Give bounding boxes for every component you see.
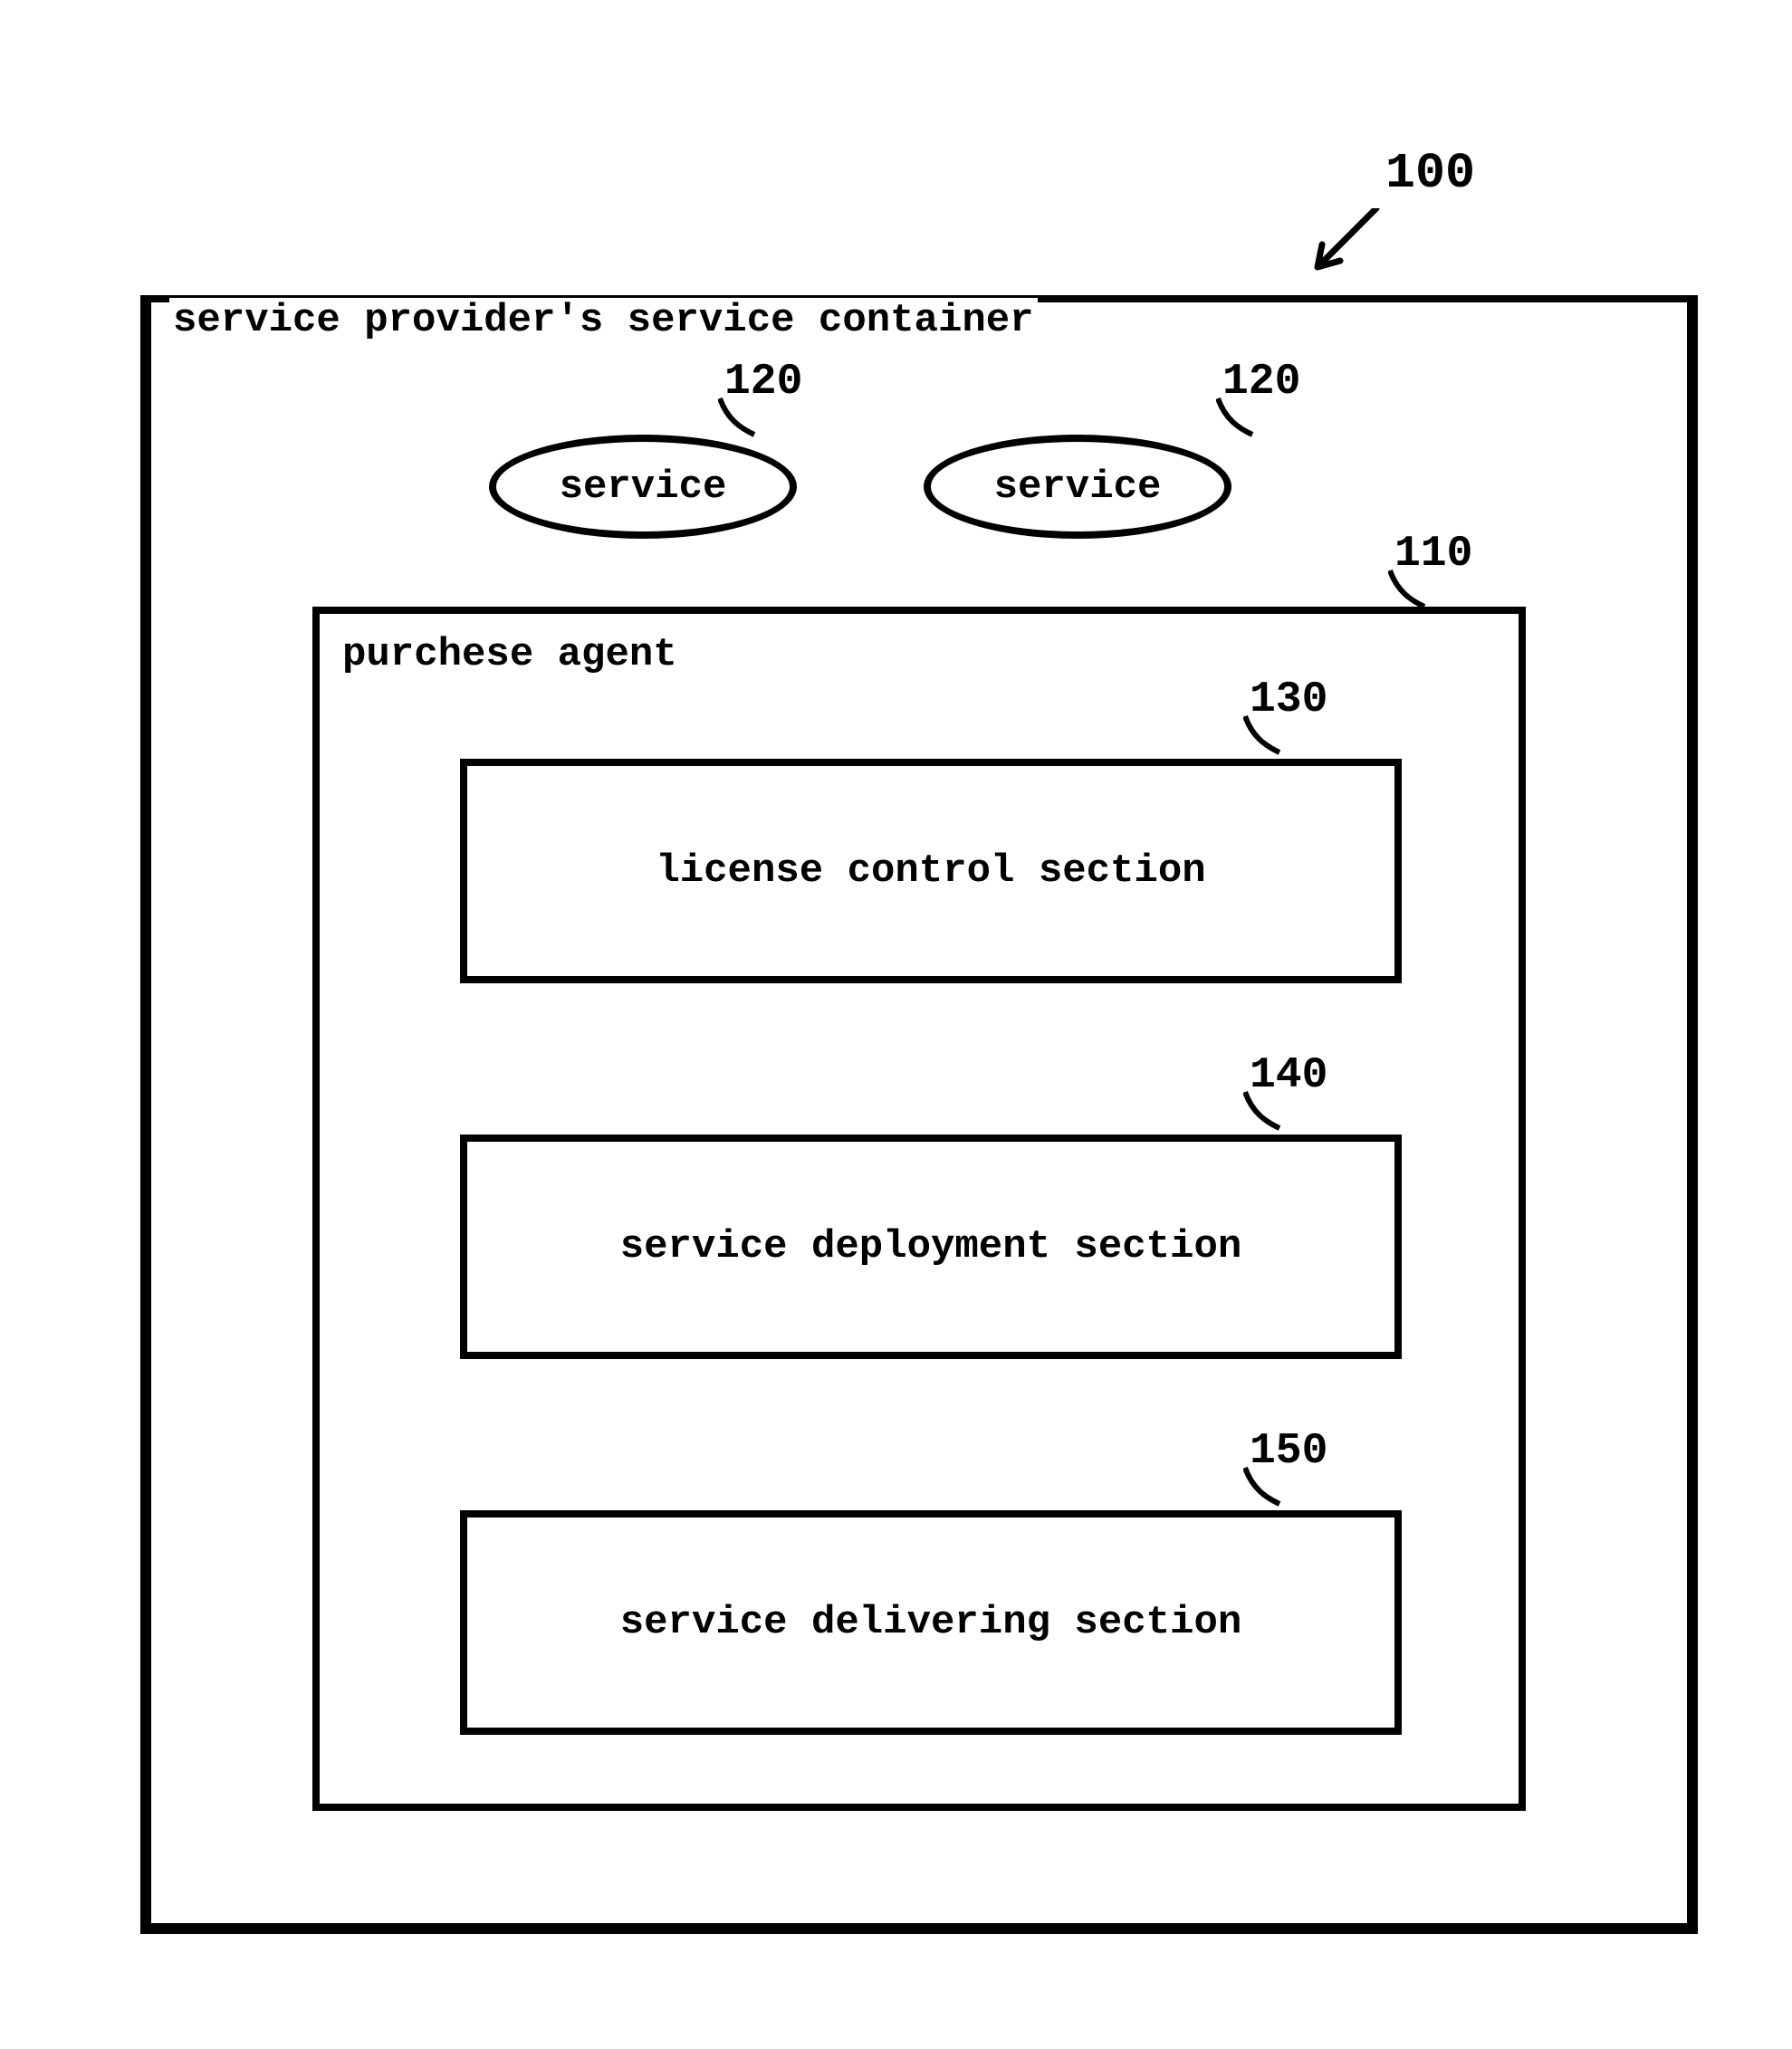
service-container-title: service provider's service container — [169, 298, 1038, 343]
purchase-agent-box: purchese agent license control section s… — [312, 607, 1526, 1811]
curve-to-license-section — [1243, 714, 1298, 769]
service-delivering-section-box: service delivering section — [460, 1510, 1402, 1735]
ref-label-100: 100 — [1385, 145, 1475, 202]
license-control-section-label: license control section — [656, 848, 1205, 894]
arrow-to-container — [1304, 208, 1385, 290]
service-deployment-section-label: service deployment section — [620, 1224, 1242, 1269]
diagram-container: 100 service provider's service container… — [0, 0, 1792, 2049]
service-ellipse-left-label: service — [560, 464, 727, 510]
purchase-agent-title: purchese agent — [342, 632, 677, 677]
service-ellipse-right-label: service — [994, 464, 1162, 510]
curve-to-delivering-section — [1243, 1466, 1298, 1520]
service-delivering-section-label: service delivering section — [620, 1600, 1242, 1645]
service-ellipse-left: service — [489, 435, 797, 539]
service-ellipse-right: service — [924, 435, 1231, 539]
curve-to-service-right — [1216, 397, 1270, 451]
service-deployment-section-box: service deployment section — [460, 1135, 1402, 1359]
curve-to-deployment-section — [1243, 1090, 1298, 1144]
license-control-section-box: license control section — [460, 759, 1402, 983]
